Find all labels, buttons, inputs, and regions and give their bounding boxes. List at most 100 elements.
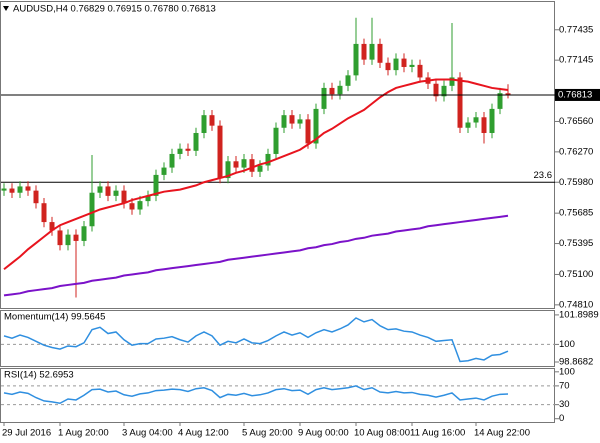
candle-body xyxy=(457,77,463,128)
candle-body xyxy=(393,58,399,71)
candle-body xyxy=(185,148,191,151)
candle-body xyxy=(105,186,111,196)
y-tick-label: 0.77145 xyxy=(559,55,593,66)
indicator-line xyxy=(3,385,509,405)
candle-body xyxy=(193,132,199,151)
candle-body xyxy=(129,203,135,210)
y-tick-label: 98.8682 xyxy=(559,357,593,368)
candle-body xyxy=(369,43,375,60)
y-tick-label: 100 xyxy=(559,366,575,377)
candle-body xyxy=(353,43,359,76)
main-panel xyxy=(0,1,555,309)
candle-body xyxy=(169,153,175,168)
candle-body xyxy=(321,87,327,109)
y-tick-label: 0 xyxy=(559,413,564,424)
price-tag-label: 0.76813 xyxy=(558,89,592,100)
candle-body xyxy=(89,192,95,227)
momentum-title: Momentum(14) 99.5645 xyxy=(4,312,105,323)
candle-body xyxy=(505,93,511,95)
momentum-panel xyxy=(0,310,555,367)
indicator-line xyxy=(3,317,509,363)
x-tick-label: 5 Aug 20:00 xyxy=(242,428,293,439)
candle-body xyxy=(57,230,63,246)
price-tag xyxy=(555,88,600,101)
y-tick-label: 0.75980 xyxy=(559,177,593,188)
candle-body xyxy=(417,64,423,78)
moving-average xyxy=(3,78,509,271)
candle-body xyxy=(497,93,503,109)
y-tick-label: 0.75395 xyxy=(559,238,593,249)
candle-body xyxy=(249,159,255,172)
candle-body xyxy=(201,115,207,133)
candle-body xyxy=(33,190,39,204)
candle-body xyxy=(449,77,455,86)
candle-body xyxy=(273,127,279,154)
x-tick-label: 3 Aug 04:00 xyxy=(122,428,173,439)
candle-body xyxy=(73,234,79,241)
candle-body xyxy=(305,119,311,144)
candle-body xyxy=(113,190,119,196)
y-tick-label: 0.74810 xyxy=(559,299,593,310)
y-tick-label: 30 xyxy=(559,399,570,410)
candle-body xyxy=(49,222,55,231)
x-tick-label: 29 Jul 2016 xyxy=(2,428,51,439)
candle-body xyxy=(361,43,367,60)
x-tick-label: 4 Aug 12:00 xyxy=(178,428,229,439)
y-tick-label: 100 xyxy=(559,339,575,350)
candle-body xyxy=(337,85,343,95)
candle-body xyxy=(465,122,471,128)
x-tick-label: 14 Aug 22:00 xyxy=(474,428,530,439)
y-tick-label: 0.76560 xyxy=(559,116,593,127)
x-tick-label: 1 Aug 20:00 xyxy=(58,428,109,439)
candle-body xyxy=(161,167,167,175)
candle-body xyxy=(209,115,215,126)
rsi-panel xyxy=(0,368,555,423)
candle-body xyxy=(489,108,495,133)
candle-body xyxy=(233,161,239,168)
candle-body xyxy=(473,117,479,123)
candle-body xyxy=(217,125,223,179)
collapse-icon xyxy=(3,6,9,11)
candle-body xyxy=(145,195,151,202)
candle-body xyxy=(41,203,47,223)
candle-body xyxy=(153,174,159,196)
y-tick-label: 0.76270 xyxy=(559,146,593,157)
candle-body xyxy=(433,83,439,97)
candle-body xyxy=(289,115,295,124)
y-tick-label: 0.75100 xyxy=(559,269,593,280)
candle-body xyxy=(25,186,31,191)
rsi-title: RSI(14) 52.6953 xyxy=(4,370,74,381)
candle-body xyxy=(297,119,303,124)
candle-body xyxy=(225,161,231,179)
candle-body xyxy=(313,108,319,144)
fib-level-label: 23.6 xyxy=(534,170,553,181)
candle-body xyxy=(257,165,263,172)
candle-body xyxy=(401,58,407,67)
y-tick-label: 101.8989 xyxy=(559,309,599,320)
x-tick-label: 10 Aug 08:00 xyxy=(354,428,410,439)
candle-body xyxy=(265,153,271,166)
candle-body xyxy=(345,75,351,86)
y-tick-label: 70 xyxy=(559,380,570,391)
candle-body xyxy=(329,87,335,95)
moving-average xyxy=(3,214,509,297)
chart-title: AUDUSD,H4 0.76829 0.76915 0.76780 0.7681… xyxy=(13,4,216,15)
candle-body xyxy=(121,190,127,204)
candle-body xyxy=(9,188,15,193)
candle-body xyxy=(17,186,23,193)
candle-body xyxy=(281,115,287,128)
candle-body xyxy=(137,201,143,210)
candle-body xyxy=(385,62,391,71)
candle-body xyxy=(481,117,487,133)
candle-body xyxy=(81,226,87,241)
candle-body xyxy=(177,148,183,154)
candle-body xyxy=(65,234,71,246)
candle-body xyxy=(1,188,7,191)
candle-body xyxy=(441,85,447,97)
x-tick-label: 11 Aug 16:00 xyxy=(410,428,465,439)
y-tick-label: 0.77435 xyxy=(559,24,593,35)
candle-body xyxy=(409,64,415,67)
